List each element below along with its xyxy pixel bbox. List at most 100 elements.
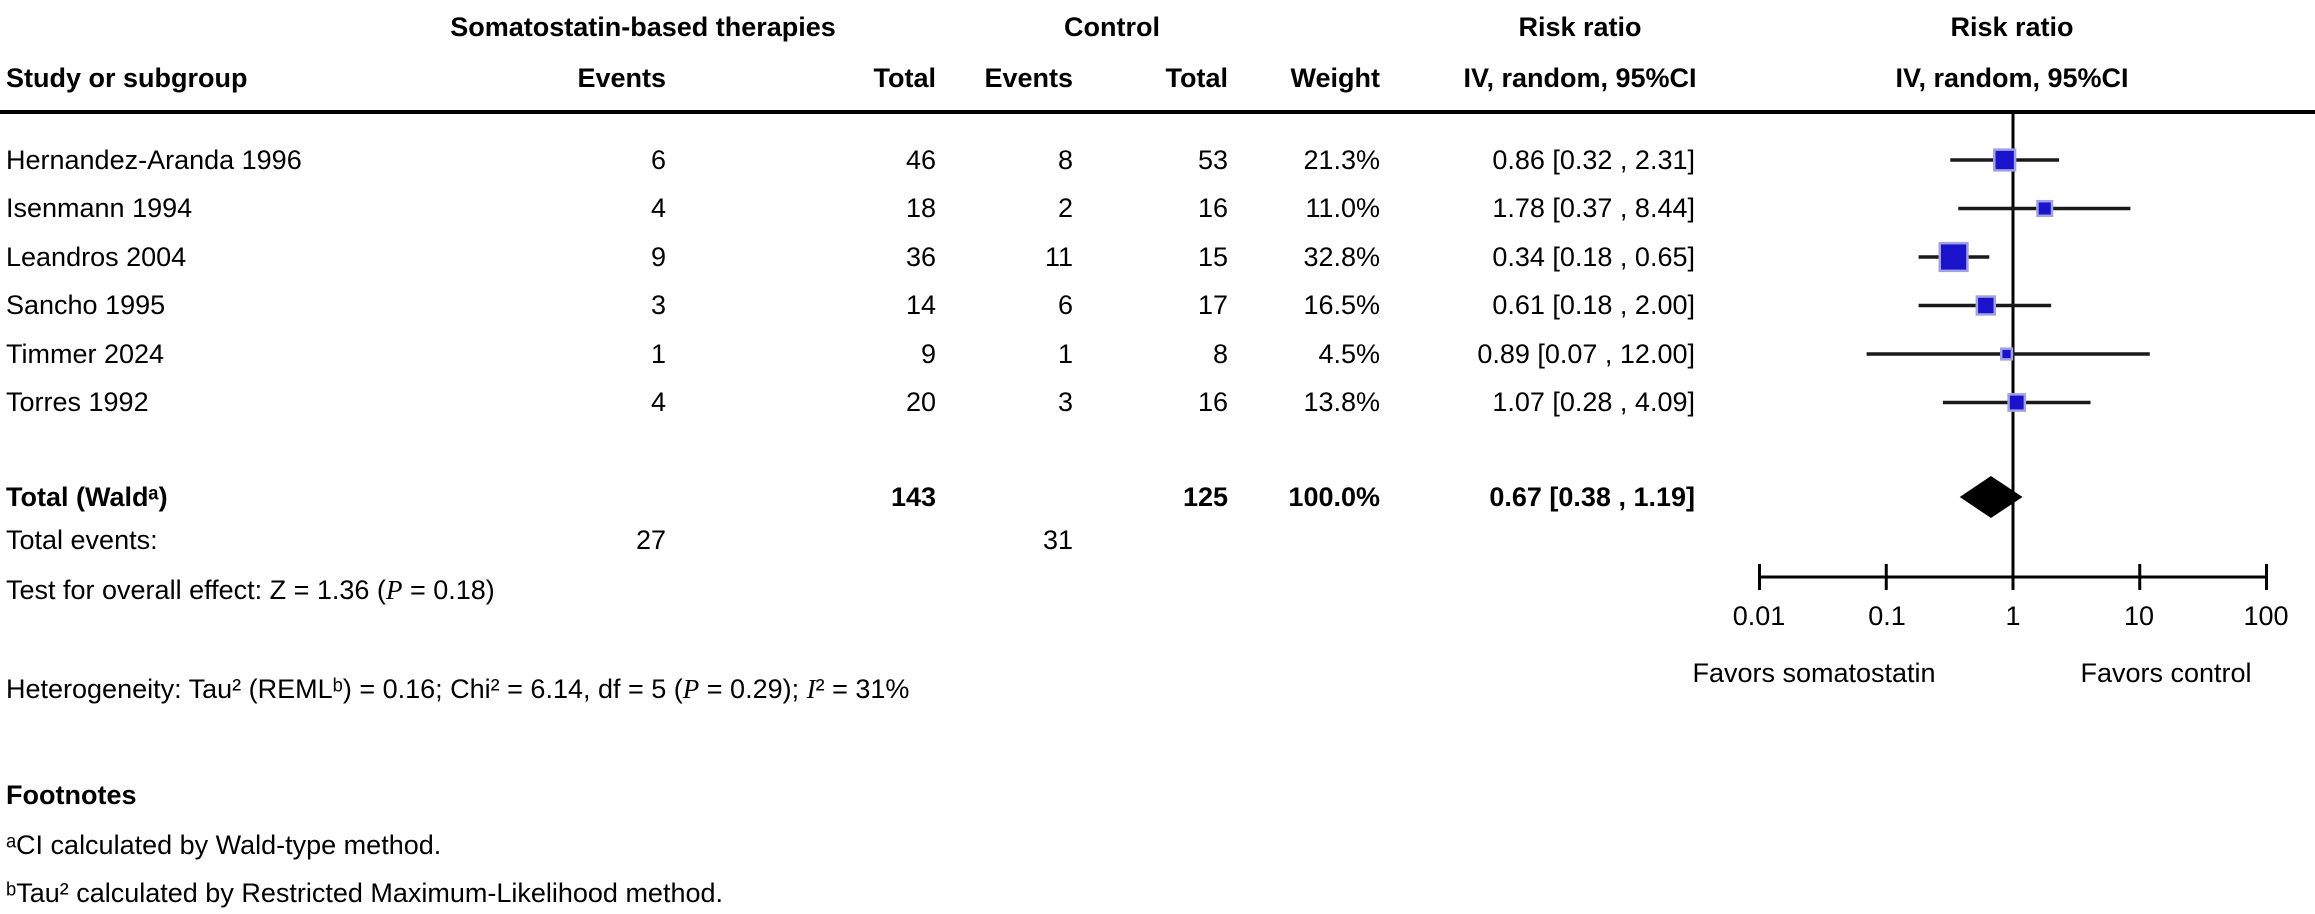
- group-header-control: Control: [1064, 12, 1160, 42]
- control-total: 53: [1197, 145, 1228, 175]
- weight-value: 11.0%: [1305, 193, 1380, 223]
- i-squared-symbol: I: [806, 674, 816, 704]
- total-control-total: 125: [1182, 482, 1228, 512]
- column-header-iv-random-text: IV, random, 95%CI: [1463, 63, 1697, 93]
- table-row: Hernandez-Aranda 1996 6 46 8 53 21.3% 0.…: [0, 140, 2315, 180]
- column-header-control-total: Total: [1165, 63, 1229, 93]
- study-name: Hernandez-Aranda 1996: [6, 145, 302, 175]
- control-total: 17: [1197, 290, 1228, 320]
- risk-ratio-ci-text: 0.61 [0.18 , 2.00]: [1492, 290, 1695, 320]
- control-total: 8: [1212, 339, 1228, 369]
- treatment-total: 46: [905, 145, 936, 175]
- treatment-events: 3: [650, 290, 666, 320]
- treatment-total: 36: [905, 242, 936, 272]
- control-events: 8: [1057, 145, 1073, 175]
- column-header-weight: Weight: [1290, 63, 1381, 93]
- total-label: Total (Waldᵃ): [6, 482, 168, 512]
- treatment-total: 9: [920, 339, 936, 369]
- study-name: Torres 1992: [6, 387, 149, 417]
- control-total: 16: [1197, 193, 1228, 223]
- total-row: Total (Waldᵃ) 143 125 100.0% 0.67 [0.38 …: [0, 477, 2315, 517]
- column-header-treatment-events: Events: [577, 63, 666, 93]
- weight-value: 21.3%: [1303, 145, 1380, 175]
- treatment-events: 9: [650, 242, 666, 272]
- control-events: 3: [1057, 387, 1073, 417]
- effect-square: [1938, 241, 1969, 273]
- header-rule: [0, 110, 2315, 114]
- column-header-risk-ratio-plot: Risk ratio: [1950, 12, 2074, 42]
- treatment-total: 18: [905, 193, 936, 223]
- total-risk-ratio-ci-text: 0.67 [0.38 , 1.19]: [1489, 482, 1695, 512]
- total-weight: 100.0%: [1288, 482, 1380, 512]
- total-treatment-total: 143: [890, 482, 936, 512]
- column-header-control-events: Events: [984, 63, 1073, 93]
- heterogeneity-line: Heterogeneity: Tau² (REMLᵇ) = 0.16; Chi²…: [0, 669, 2315, 709]
- overall-effect-line: Test for overall effect: Z = 1.36 (P = 0…: [0, 570, 2315, 610]
- axis-tick-label: 100: [2243, 601, 2289, 631]
- table-row: Leandros 2004 9 36 11 15 32.8% 0.34 [0.1…: [0, 237, 2315, 277]
- treatment-total: 14: [905, 290, 936, 320]
- total-events-row: Total events: 27 31: [0, 520, 2315, 560]
- heterogeneity-text: Heterogeneity: Tau² (REMLᵇ) = 0.16; Chi²…: [6, 674, 683, 704]
- p-symbol: P: [682, 674, 700, 704]
- axis-tick-label: 10: [2123, 601, 2155, 631]
- effect-square: [1993, 148, 2017, 172]
- weight-value: 13.8%: [1303, 387, 1380, 417]
- total-events-treatment: 27: [635, 525, 666, 555]
- risk-ratio-ci-text: 1.78 [0.37 , 8.44]: [1492, 193, 1695, 223]
- footnotes-heading: Footnotes: [6, 780, 137, 810]
- control-total: 15: [1197, 242, 1228, 272]
- risk-ratio-ci-text: 0.89 [0.07 , 12.00]: [1477, 339, 1695, 369]
- treatment-total: 20: [905, 387, 936, 417]
- weight-value: 32.8%: [1303, 242, 1380, 272]
- effect-square: [1975, 295, 1996, 316]
- column-header-study: Study or subgroup: [6, 63, 248, 93]
- risk-ratio-ci-text: 0.86 [0.32 , 2.31]: [1492, 145, 1695, 175]
- footnote-a: ᵃCI calculated by Wald-type method.: [6, 830, 442, 860]
- favors-left-label: Favors somatostatin: [1692, 658, 1936, 688]
- heterogeneity-text-mid: = 0.29);: [699, 674, 807, 704]
- table-row: Torres 1992 4 20 3 16 13.8% 1.07 [0.28 ,…: [0, 382, 2315, 422]
- column-header-risk-ratio-text: Risk ratio: [1518, 12, 1642, 42]
- table-row: Timmer 2024 1 9 1 8 4.5% 0.89 [0.07 , 12…: [0, 334, 2315, 374]
- treatment-events: 4: [650, 193, 666, 223]
- effect-square: [1999, 347, 2014, 361]
- p-symbol: P: [385, 575, 403, 605]
- effect-square: [2007, 393, 2027, 412]
- risk-ratio-ci-text: 1.07 [0.28 , 4.09]: [1492, 387, 1695, 417]
- treatment-events: 6: [650, 145, 666, 175]
- overall-effect-text-end: = 0.18): [402, 575, 495, 605]
- column-header-treatment-total: Total: [873, 63, 937, 93]
- control-events: 2: [1057, 193, 1073, 223]
- study-name: Leandros 2004: [6, 242, 187, 272]
- risk-ratio-ci-text: 0.34 [0.18 , 0.65]: [1492, 242, 1695, 272]
- control-events: 6: [1057, 290, 1073, 320]
- control-events: 11: [1044, 242, 1073, 272]
- total-events-label: Total events:: [6, 525, 158, 555]
- treatment-events: 1: [650, 339, 666, 369]
- effect-square: [2036, 199, 2054, 218]
- pooled-effect-diamond: [1959, 476, 2023, 518]
- table-row: Sancho 1995 3 14 6 17 16.5% 0.61 [0.18 ,…: [0, 285, 2315, 325]
- treatment-events: 4: [650, 387, 666, 417]
- axis-tick-label: 0.1: [1868, 601, 1906, 631]
- weight-value: 4.5%: [1318, 339, 1380, 369]
- control-events: 1: [1057, 339, 1073, 369]
- favors-right-label: Favors control: [2080, 658, 2252, 688]
- axis-tick-label: 1: [2005, 601, 2021, 631]
- overall-effect-text: Test for overall effect: Z = 1.36 (: [6, 575, 386, 605]
- axis-tick-label: 0.01: [1732, 601, 1786, 631]
- study-name: Sancho 1995: [6, 290, 166, 320]
- table-row: Isenmann 1994 4 18 2 16 11.0% 1.78 [0.37…: [0, 188, 2315, 228]
- control-total: 16: [1197, 387, 1228, 417]
- total-events-control: 31: [1042, 525, 1073, 555]
- study-name: Timmer 2024: [6, 339, 165, 369]
- group-header-treatment: Somatostatin-based therapies: [450, 12, 836, 42]
- column-header-row: Study or subgroup Events Total Events To…: [0, 58, 2315, 98]
- footnote-b: ᵇTau² calculated by Restricted Maximum-L…: [6, 878, 724, 908]
- heterogeneity-text-end: ² = 31%: [815, 674, 910, 704]
- column-header-iv-random-plot: IV, random, 95%CI: [1895, 63, 2129, 93]
- weight-value: 16.5%: [1303, 290, 1380, 320]
